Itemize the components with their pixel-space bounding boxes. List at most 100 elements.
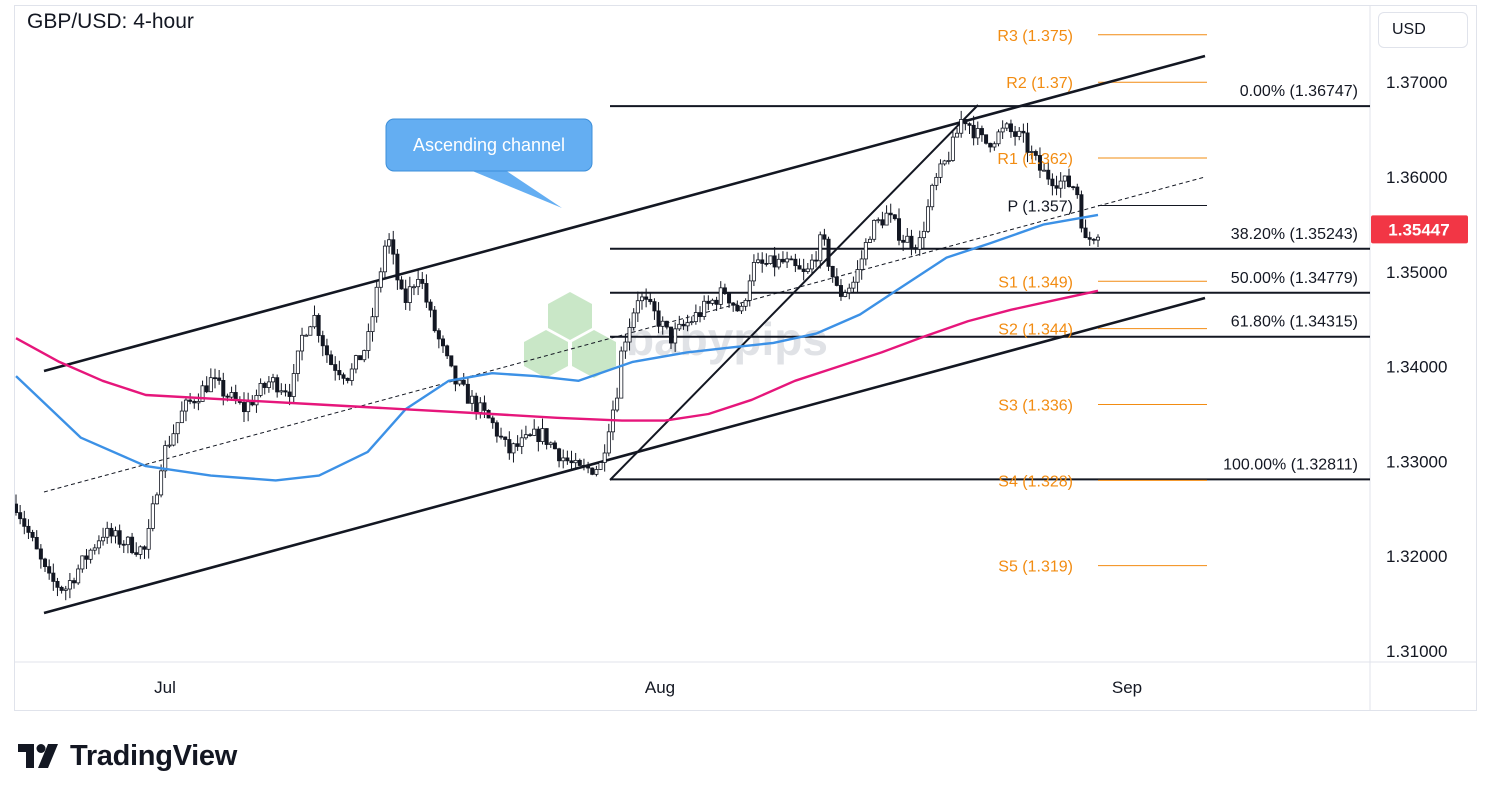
candle[interactable] bbox=[130, 532, 135, 555]
candle[interactable] bbox=[615, 387, 620, 413]
candle[interactable] bbox=[577, 458, 582, 467]
candle[interactable] bbox=[901, 234, 906, 252]
candle[interactable] bbox=[822, 228, 827, 246]
currency-button[interactable]: USD bbox=[1378, 12, 1468, 48]
candle[interactable] bbox=[1004, 121, 1009, 132]
candle[interactable] bbox=[768, 255, 773, 265]
candle[interactable] bbox=[776, 253, 781, 270]
candle[interactable] bbox=[403, 279, 408, 310]
candle[interactable] bbox=[590, 467, 595, 476]
candle[interactable] bbox=[1000, 120, 1005, 140]
candle[interactable] bbox=[101, 527, 106, 546]
candle[interactable] bbox=[279, 383, 284, 395]
candle[interactable] bbox=[735, 300, 740, 312]
candle[interactable] bbox=[888, 203, 893, 223]
candle[interactable] bbox=[76, 564, 81, 585]
candle[interactable] bbox=[739, 303, 744, 315]
candle[interactable] bbox=[540, 418, 545, 445]
candle[interactable] bbox=[411, 284, 416, 296]
candle[interactable] bbox=[80, 555, 85, 573]
candle[interactable] bbox=[1096, 234, 1101, 248]
candle[interactable] bbox=[561, 449, 566, 469]
candle[interactable] bbox=[685, 314, 690, 332]
candle[interactable] bbox=[631, 308, 636, 331]
candle[interactable] bbox=[63, 585, 68, 601]
candle[interactable] bbox=[43, 557, 48, 572]
candle[interactable] bbox=[47, 559, 52, 580]
candle[interactable] bbox=[125, 536, 130, 554]
candle[interactable] bbox=[34, 530, 39, 550]
candle[interactable] bbox=[838, 279, 843, 301]
candle[interactable] bbox=[785, 251, 790, 268]
candle[interactable] bbox=[971, 115, 976, 146]
candle[interactable] bbox=[499, 427, 504, 440]
candle[interactable] bbox=[105, 521, 110, 544]
ascending-channel-callout[interactable]: Ascending channel bbox=[385, 118, 593, 208]
candle[interactable] bbox=[727, 293, 732, 308]
candle[interactable] bbox=[942, 159, 947, 166]
candle[interactable] bbox=[142, 545, 147, 559]
candle[interactable] bbox=[843, 289, 848, 298]
candle[interactable] bbox=[921, 221, 926, 249]
candle[interactable] bbox=[1083, 219, 1088, 239]
candle[interactable] bbox=[399, 276, 404, 290]
candle[interactable] bbox=[926, 199, 931, 234]
candle[interactable] bbox=[656, 302, 661, 334]
candle[interactable] bbox=[171, 424, 176, 447]
candle[interactable] bbox=[722, 283, 727, 295]
candle[interactable] bbox=[183, 398, 188, 422]
candle[interactable] bbox=[673, 322, 678, 352]
candle[interactable] bbox=[1025, 122, 1030, 163]
candle[interactable] bbox=[710, 298, 715, 306]
candle[interactable] bbox=[627, 318, 632, 351]
candle[interactable] bbox=[760, 252, 765, 273]
candle[interactable] bbox=[917, 230, 922, 256]
candle[interactable] bbox=[374, 280, 379, 323]
candle[interactable] bbox=[407, 276, 412, 311]
candle[interactable] bbox=[573, 452, 578, 469]
candle[interactable] bbox=[192, 399, 197, 409]
candle[interactable] bbox=[246, 392, 251, 422]
candle[interactable] bbox=[913, 244, 918, 254]
candle[interactable] bbox=[478, 397, 483, 419]
candle[interactable] bbox=[975, 121, 980, 145]
moving-average-magenta[interactable] bbox=[15, 289, 1099, 422]
candle[interactable] bbox=[967, 122, 972, 135]
candle[interactable] bbox=[416, 269, 421, 296]
candle[interactable] bbox=[1079, 190, 1084, 233]
candle[interactable] bbox=[30, 529, 35, 542]
candle[interactable] bbox=[436, 328, 441, 349]
candle[interactable] bbox=[764, 253, 769, 267]
candle[interactable] bbox=[14, 494, 18, 516]
candle[interactable] bbox=[859, 250, 864, 280]
candle[interactable] bbox=[552, 440, 557, 450]
candle[interactable] bbox=[1046, 162, 1051, 185]
candle[interactable] bbox=[196, 393, 201, 411]
candle[interactable] bbox=[262, 381, 267, 395]
candle[interactable] bbox=[507, 431, 512, 460]
candle[interactable] bbox=[175, 422, 180, 444]
candle[interactable] bbox=[159, 464, 164, 498]
candle[interactable] bbox=[847, 283, 852, 300]
candle[interactable] bbox=[801, 258, 806, 281]
candle[interactable] bbox=[876, 217, 881, 224]
candle[interactable] bbox=[1091, 238, 1096, 245]
candle[interactable] bbox=[55, 577, 60, 597]
candle[interactable] bbox=[569, 450, 574, 471]
candle[interactable] bbox=[639, 291, 644, 310]
candle[interactable] bbox=[208, 368, 213, 393]
candle[interactable] bbox=[623, 334, 628, 359]
candle[interactable] bbox=[22, 510, 27, 535]
candle[interactable] bbox=[818, 231, 823, 269]
candle[interactable] bbox=[565, 450, 570, 465]
candle[interactable] bbox=[1021, 123, 1026, 143]
candle[interactable] bbox=[946, 151, 951, 165]
candle[interactable] bbox=[217, 370, 222, 385]
candle[interactable] bbox=[602, 444, 607, 472]
candle[interactable] bbox=[387, 233, 392, 254]
candle[interactable] bbox=[598, 461, 603, 471]
candle[interactable] bbox=[772, 246, 777, 277]
candle[interactable] bbox=[747, 274, 752, 307]
candle[interactable] bbox=[366, 323, 371, 359]
candle[interactable] bbox=[1029, 145, 1034, 160]
